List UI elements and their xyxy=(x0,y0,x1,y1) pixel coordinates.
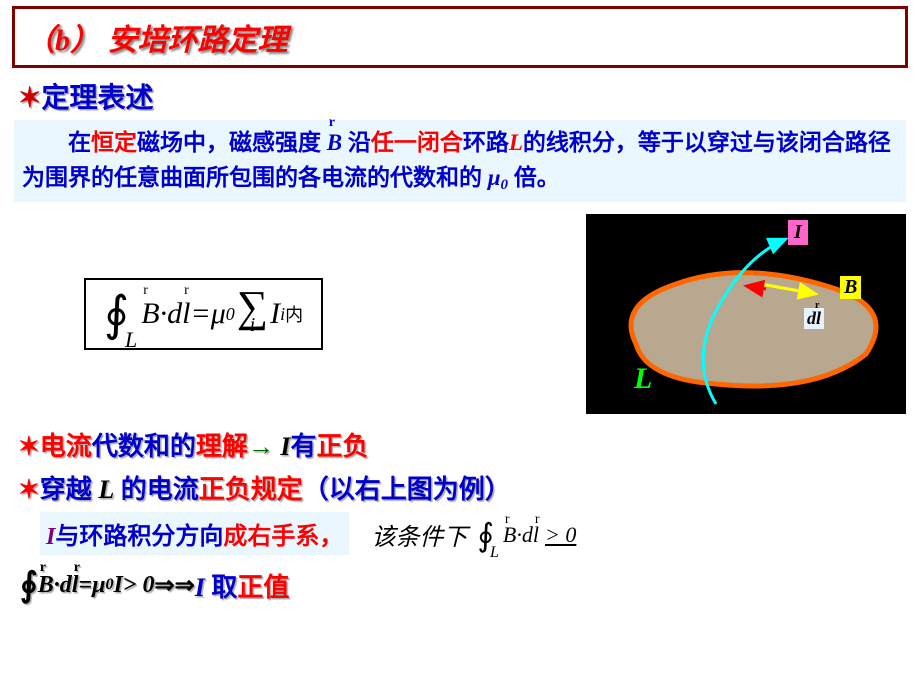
h2-t2: 代数和 xyxy=(92,432,170,461)
p4: 沿 xyxy=(342,130,371,155)
h1-text: 定理表述 xyxy=(41,83,153,114)
heading-sign-understanding: ✶电流代数和的理解→ I有正负 xyxy=(18,426,920,463)
sum: ∑ i xyxy=(237,292,268,337)
p6: 环路 xyxy=(463,130,509,155)
arrow-lb: r xyxy=(74,560,80,576)
arrow-Bb: r xyxy=(40,560,46,576)
d-b: d xyxy=(60,572,72,599)
arrow-B: r xyxy=(329,112,335,133)
vec-lb: rl xyxy=(72,572,79,599)
p9-mu: μ xyxy=(488,165,501,190)
label-dl-arrow: r xyxy=(815,300,819,311)
arrow-ls: r xyxy=(535,512,540,528)
vec-B-s: rB xyxy=(503,522,516,548)
oint-sym-b: ∮ xyxy=(20,565,38,605)
I-b: I xyxy=(113,572,122,599)
It: I xyxy=(195,573,212,602)
l4-t2: 成右手系 xyxy=(223,524,319,550)
label-B: rB xyxy=(840,276,861,299)
sym-d: d xyxy=(167,297,182,331)
sym-l: l xyxy=(182,297,190,330)
eq-b: = xyxy=(78,572,92,599)
h3-t4: （以右上图为例） xyxy=(303,475,511,504)
mu-b: μ xyxy=(92,572,105,599)
dot: · xyxy=(160,297,168,331)
label-I: I xyxy=(788,220,808,245)
vec-l-s: rl xyxy=(533,522,539,548)
d-s: d xyxy=(522,522,533,548)
h3-t2: 的电流 xyxy=(114,475,199,504)
sum-sub-i: i xyxy=(250,318,256,332)
vec-l: rl xyxy=(182,297,190,331)
p1: 在 xyxy=(22,130,91,155)
l4-t1: 与环路积分方向 xyxy=(55,524,223,550)
label-L: L xyxy=(634,362,652,396)
oint-L-s: L xyxy=(490,544,499,562)
label-dl: rdl xyxy=(804,308,824,329)
arrow-B2: r xyxy=(143,283,148,299)
oint-small: ∮ L xyxy=(477,516,503,554)
main-formula: ∮ L rB · drl = μ0 ∑ i Ii内 xyxy=(84,278,323,350)
sym-I: I xyxy=(270,297,280,331)
h3-L: L xyxy=(98,475,114,504)
bottom-line: ∮ rB · d rl = μ0 I > 0 ⇒⇒ I 取正值 xyxy=(20,565,920,605)
arrow-Bs: r xyxy=(505,512,510,528)
eq1: = xyxy=(190,297,210,331)
star-icon-2: ✶ xyxy=(18,432,40,461)
h2-t4: 理解 xyxy=(196,432,248,461)
oint-L: L xyxy=(125,327,137,353)
vec-B: rB xyxy=(327,126,342,161)
l4-I: I xyxy=(46,524,55,550)
h3-t1: 穿越 xyxy=(40,475,99,504)
arrow-l: r xyxy=(184,283,189,299)
h2-t1: 电流 xyxy=(40,432,92,461)
arrow-icon: → xyxy=(248,432,274,461)
p10-zero: 0 xyxy=(501,177,509,193)
p2: 恒定 xyxy=(91,130,137,155)
title-box: （b） 安培环路定理 xyxy=(12,6,908,68)
l4-cond: 该条件下 xyxy=(371,517,467,552)
label-dl-text: dl xyxy=(807,308,821,328)
label-B-arrow: r xyxy=(845,266,850,278)
vec-B2: rB xyxy=(141,297,159,331)
h2-t6: 正负 xyxy=(317,432,369,461)
small-integral: ∮ L rB · d rl > 0 xyxy=(477,516,576,554)
h2-t3: 的 xyxy=(170,432,196,461)
sym-B2: B xyxy=(141,297,159,330)
vec-Bb: rB xyxy=(38,572,54,599)
title-text: （b） 安培环路定理 xyxy=(25,24,288,57)
qu: 取 xyxy=(211,573,237,602)
gt0: > 0 xyxy=(545,522,576,548)
star-icon: ✶ xyxy=(18,83,41,114)
gt-b: > 0 xyxy=(123,572,155,599)
p5: 任一闭合 xyxy=(371,130,463,155)
oint-bottom: ∮ xyxy=(20,565,38,605)
implies-icon: ⇒⇒ xyxy=(154,571,194,600)
conclusion: I 取正值 xyxy=(195,567,290,604)
loop-diagram: I rB rdl L xyxy=(586,214,906,414)
sub-zero: 0 xyxy=(226,304,235,325)
p3: 磁场中，磁感强度 xyxy=(137,130,327,155)
heading-theorem-statement: ✶定理表述 xyxy=(18,76,920,116)
oint: ∮ L xyxy=(104,286,141,342)
righthand-box: I与环路积分方向成右手系， xyxy=(40,512,349,555)
zv: 正值 xyxy=(237,573,289,602)
heading-sign-rule: ✶穿越 L 的电流正负规定（以右上图为例） xyxy=(18,469,920,506)
middle-row: ∮ L rB · drl = μ0 ∑ i Ii内 I rB rdl L xyxy=(0,210,920,424)
h2-I: I xyxy=(274,432,291,461)
h3-t3: 正负规定 xyxy=(199,475,303,504)
star-icon-3: ✶ xyxy=(18,475,40,504)
sym-B: B xyxy=(327,130,342,155)
I-sub-inner: 内 xyxy=(285,301,303,327)
sym-mu: μ xyxy=(211,297,226,331)
label-B-text: B xyxy=(844,276,857,298)
h2-t5: 有 xyxy=(290,432,316,461)
p11: 倍。 xyxy=(508,165,560,190)
l4-comma: ， xyxy=(319,524,343,550)
theorem-paragraph: 在恒定磁场中，磁感强度 rB 沿任一闭合环路L的线积分，等于以穿过与该闭合路径为… xyxy=(14,120,906,202)
p7-L: L xyxy=(509,130,523,155)
righthand-line: I与环路积分方向成右手系， 该条件下 ∮ L rB · d rl > 0 xyxy=(0,510,920,559)
